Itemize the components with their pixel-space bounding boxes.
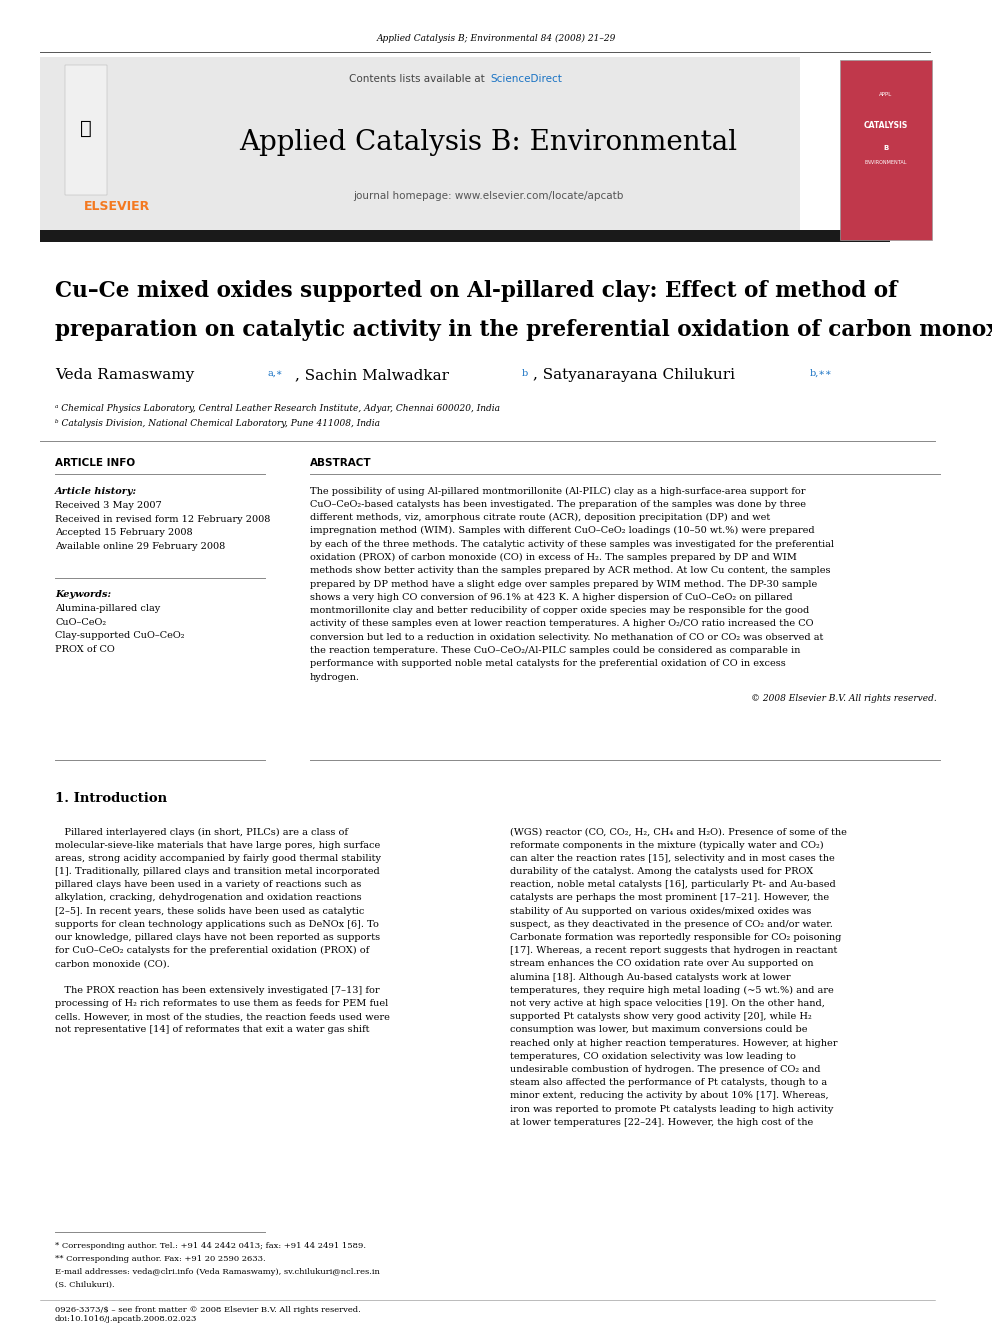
Text: for CuO–CeO₂ catalysts for the preferential oxidation (PROX) of: for CuO–CeO₂ catalysts for the preferent… <box>55 946 369 955</box>
Text: temperatures, they require high metal loading (~5 wt.%) and are: temperatures, they require high metal lo… <box>510 986 833 995</box>
Text: undesirable combustion of hydrogen. The presence of CO₂ and: undesirable combustion of hydrogen. The … <box>510 1065 820 1074</box>
Text: areas, strong acidity accompanied by fairly good thermal stability: areas, strong acidity accompanied by fai… <box>55 853 381 863</box>
Text: alumina [18]. Although Au-based catalysts work at lower: alumina [18]. Although Au-based catalyst… <box>510 972 791 982</box>
Text: carbon monoxide (CO).: carbon monoxide (CO). <box>55 959 170 968</box>
Text: oxidation (PROX) of carbon monoxide (CO) in excess of H₂. The samples prepared b: oxidation (PROX) of carbon monoxide (CO)… <box>310 553 797 562</box>
Text: CuO–CeO₂: CuO–CeO₂ <box>55 618 106 627</box>
Text: preparation on catalytic activity in the preferential oxidation of carbon monoxi: preparation on catalytic activity in the… <box>55 319 992 341</box>
Text: hydrogen.: hydrogen. <box>310 672 360 681</box>
Text: Alumina-pillared clay: Alumina-pillared clay <box>55 605 161 614</box>
Text: at lower temperatures [22–24]. However, the high cost of the: at lower temperatures [22–24]. However, … <box>510 1118 813 1127</box>
Text: Applied Catalysis B; Environmental 84 (2008) 21–29: Applied Catalysis B; Environmental 84 (2… <box>376 33 616 42</box>
Text: montmorillonite clay and better reducibility of copper oxide species may be resp: montmorillonite clay and better reducibi… <box>310 606 809 615</box>
Text: impregnation method (WIM). Samples with different CuO–CeO₂ loadings (10–50 wt.%): impregnation method (WIM). Samples with … <box>310 527 814 536</box>
Text: ᵃ Chemical Physics Laboratory, Central Leather Research Institute, Adyar, Chenna: ᵃ Chemical Physics Laboratory, Central L… <box>55 404 500 413</box>
Bar <box>40 230 890 242</box>
Text: consumption was lower, but maximum conversions could be: consumption was lower, but maximum conve… <box>510 1025 807 1035</box>
Text: performance with supported noble metal catalysts for the preferential oxidation : performance with supported noble metal c… <box>310 659 786 668</box>
Bar <box>840 60 932 239</box>
Text: [2–5]. In recent years, these solids have been used as catalytic: [2–5]. In recent years, these solids hav… <box>55 906 364 916</box>
Text: not representative [14] of reformates that exit a water gas shift: not representative [14] of reformates th… <box>55 1025 369 1035</box>
Text: the reaction temperature. These CuO–CeO₂/Al-PILC samples could be considered as : the reaction temperature. These CuO–CeO₂… <box>310 646 801 655</box>
Text: B: B <box>883 146 889 151</box>
Text: can alter the reaction rates [15], selectivity and in most cases the: can alter the reaction rates [15], selec… <box>510 853 834 863</box>
Text: 0926-3373/$ – see front matter © 2008 Elsevier B.V. All rights reserved.: 0926-3373/$ – see front matter © 2008 El… <box>55 1306 361 1314</box>
Text: Contents lists available at: Contents lists available at <box>349 74 488 83</box>
Text: durability of the catalyst. Among the catalysts used for PROX: durability of the catalyst. Among the ca… <box>510 867 813 876</box>
Text: Received in revised form 12 February 2008: Received in revised form 12 February 200… <box>55 515 271 524</box>
Text: CATALYSIS: CATALYSIS <box>864 120 908 130</box>
Text: ELSEVIER: ELSEVIER <box>84 201 150 213</box>
Text: reached only at higher reaction temperatures. However, at higher: reached only at higher reaction temperat… <box>510 1039 837 1048</box>
Text: supports for clean technology applications such as DeNOx [6]. To: supports for clean technology applicatio… <box>55 919 379 929</box>
Text: The PROX reaction has been extensively investigated [7–13] for: The PROX reaction has been extensively i… <box>55 986 380 995</box>
Text: Accepted 15 February 2008: Accepted 15 February 2008 <box>55 528 192 537</box>
Text: , Sachin Malwadkar: , Sachin Malwadkar <box>295 368 449 382</box>
Text: Keywords:: Keywords: <box>55 590 111 598</box>
Text: Received 3 May 2007: Received 3 May 2007 <box>55 501 162 511</box>
Text: activity of these samples even at lower reaction temperatures. A higher O₂/CO ra: activity of these samples even at lower … <box>310 619 813 628</box>
Text: iron was reported to promote Pt catalysts leading to high activity: iron was reported to promote Pt catalyst… <box>510 1105 833 1114</box>
Text: by each of the three methods. The catalytic activity of these samples was invest: by each of the three methods. The cataly… <box>310 540 834 549</box>
Text: cells. However, in most of the studies, the reaction feeds used were: cells. However, in most of the studies, … <box>55 1012 390 1021</box>
Text: Veda Ramaswamy: Veda Ramaswamy <box>55 368 194 382</box>
Text: conversion but led to a reduction in oxidation selectivity. No methanation of CO: conversion but led to a reduction in oxi… <box>310 632 823 642</box>
Bar <box>40 57 800 230</box>
Text: different methods, viz, amorphous citrate route (ACR), deposition precipitation : different methods, viz, amorphous citrat… <box>310 513 770 523</box>
Text: 1. Introduction: 1. Introduction <box>55 791 167 804</box>
Text: stability of Au supported on various oxides/mixed oxides was: stability of Au supported on various oxi… <box>510 906 811 916</box>
Text: ScienceDirect: ScienceDirect <box>490 74 561 83</box>
Text: journal homepage: www.elsevier.com/locate/apcatb: journal homepage: www.elsevier.com/locat… <box>353 191 623 201</box>
Text: prepared by DP method have a slight edge over samples prepared by WIM method. Th: prepared by DP method have a slight edge… <box>310 579 817 589</box>
Text: (WGS) reactor (CO, CO₂, H₂, CH₄ and H₂O). Presence of some of the: (WGS) reactor (CO, CO₂, H₂, CH₄ and H₂O)… <box>510 827 847 836</box>
Text: Applied Catalysis B: Environmental: Applied Catalysis B: Environmental <box>239 130 737 156</box>
Text: * Corresponding author. Tel.: +91 44 2442 0413; fax: +91 44 2491 1589.: * Corresponding author. Tel.: +91 44 244… <box>55 1242 366 1250</box>
Text: temperatures, CO oxidation selectivity was low leading to: temperatures, CO oxidation selectivity w… <box>510 1052 796 1061</box>
Text: © 2008 Elsevier B.V. All rights reserved.: © 2008 Elsevier B.V. All rights reserved… <box>751 695 937 703</box>
Text: our knowledge, pillared clays have not been reported as supports: our knowledge, pillared clays have not b… <box>55 933 380 942</box>
Text: doi:10.1016/j.apcatb.2008.02.023: doi:10.1016/j.apcatb.2008.02.023 <box>55 1315 197 1323</box>
Text: reformate components in the mixture (typically water and CO₂): reformate components in the mixture (typ… <box>510 840 823 849</box>
Text: (S. Chilukuri).: (S. Chilukuri). <box>55 1281 115 1289</box>
Text: Available online 29 February 2008: Available online 29 February 2008 <box>55 542 225 550</box>
Text: stream enhances the CO oxidation rate over Au supported on: stream enhances the CO oxidation rate ov… <box>510 959 813 968</box>
Text: [17]. Whereas, a recent report suggests that hydrogen in reactant: [17]. Whereas, a recent report suggests … <box>510 946 837 955</box>
Text: minor extent, reducing the activity by about 10% [17]. Whereas,: minor extent, reducing the activity by a… <box>510 1091 828 1101</box>
Text: catalysts are perhaps the most prominent [17–21]. However, the: catalysts are perhaps the most prominent… <box>510 893 829 902</box>
Text: processing of H₂ rich reformates to use them as feeds for PEM fuel: processing of H₂ rich reformates to use … <box>55 999 388 1008</box>
Text: ** Corresponding author. Fax: +91 20 2590 2633.: ** Corresponding author. Fax: +91 20 259… <box>55 1256 266 1263</box>
Text: ᵇ Catalysis Division, National Chemical Laboratory, Pune 411008, India: ᵇ Catalysis Division, National Chemical … <box>55 419 380 429</box>
Text: Cu–Ce mixed oxides supported on Al-pillared clay: Effect of method of: Cu–Ce mixed oxides supported on Al-pilla… <box>55 280 898 302</box>
Text: reaction, noble metal catalysts [16], particularly Pt- and Au-based: reaction, noble metal catalysts [16], pa… <box>510 880 835 889</box>
Text: a,∗: a,∗ <box>268 369 284 377</box>
Text: ABSTRACT: ABSTRACT <box>310 458 372 468</box>
Text: methods show better activity than the samples prepared by ACR method. At low Cu : methods show better activity than the sa… <box>310 566 830 576</box>
Text: suspect, as they deactivated in the presence of CO₂ and/or water.: suspect, as they deactivated in the pres… <box>510 919 833 929</box>
Text: Article history:: Article history: <box>55 487 137 496</box>
Text: , Satyanarayana Chilukuri: , Satyanarayana Chilukuri <box>533 368 735 382</box>
Text: Carbonate formation was reportedly responsible for CO₂ poisoning: Carbonate formation was reportedly respo… <box>510 933 841 942</box>
Bar <box>65 65 107 194</box>
Text: The possibility of using Al-pillared montmorillonite (Al-PILC) clay as a high-su: The possibility of using Al-pillared mon… <box>310 487 806 496</box>
Text: alkylation, cracking, dehydrogenation and oxidation reactions: alkylation, cracking, dehydrogenation an… <box>55 893 362 902</box>
Text: 🌳: 🌳 <box>80 119 92 138</box>
Text: E-mail addresses: veda@clri.info (Veda Ramaswamy), sv.chilukuri@ncl.res.in: E-mail addresses: veda@clri.info (Veda R… <box>55 1267 380 1275</box>
Text: molecular-sieve-like materials that have large pores, high surface: molecular-sieve-like materials that have… <box>55 840 380 849</box>
Text: ENVIRONMENTAL: ENVIRONMENTAL <box>865 160 908 165</box>
Text: steam also affected the performance of Pt catalysts, though to a: steam also affected the performance of P… <box>510 1078 827 1088</box>
Text: CuO–CeO₂-based catalysts has been investigated. The preparation of the samples w: CuO–CeO₂-based catalysts has been invest… <box>310 500 806 509</box>
Text: PROX of CO: PROX of CO <box>55 646 115 654</box>
Text: Clay-supported CuO–CeO₂: Clay-supported CuO–CeO₂ <box>55 631 185 640</box>
Text: pillared clays have been used in a variety of reactions such as: pillared clays have been used in a varie… <box>55 880 361 889</box>
Text: [1]. Traditionally, pillared clays and transition metal incorporated: [1]. Traditionally, pillared clays and t… <box>55 867 380 876</box>
Text: Pillared interlayered clays (in short, PILCs) are a class of: Pillared interlayered clays (in short, P… <box>55 827 348 836</box>
Text: not very active at high space velocities [19]. On the other hand,: not very active at high space velocities… <box>510 999 825 1008</box>
Text: b,∗∗: b,∗∗ <box>810 369 832 377</box>
Text: supported Pt catalysts show very good activity [20], while H₂: supported Pt catalysts show very good ac… <box>510 1012 811 1021</box>
Text: b: b <box>522 369 529 377</box>
Text: ARTICLE INFO: ARTICLE INFO <box>55 458 135 468</box>
Text: APPL: APPL <box>879 93 893 98</box>
Text: shows a very high CO conversion of 96.1% at 423 K. A higher dispersion of CuO–Ce: shows a very high CO conversion of 96.1%… <box>310 593 793 602</box>
